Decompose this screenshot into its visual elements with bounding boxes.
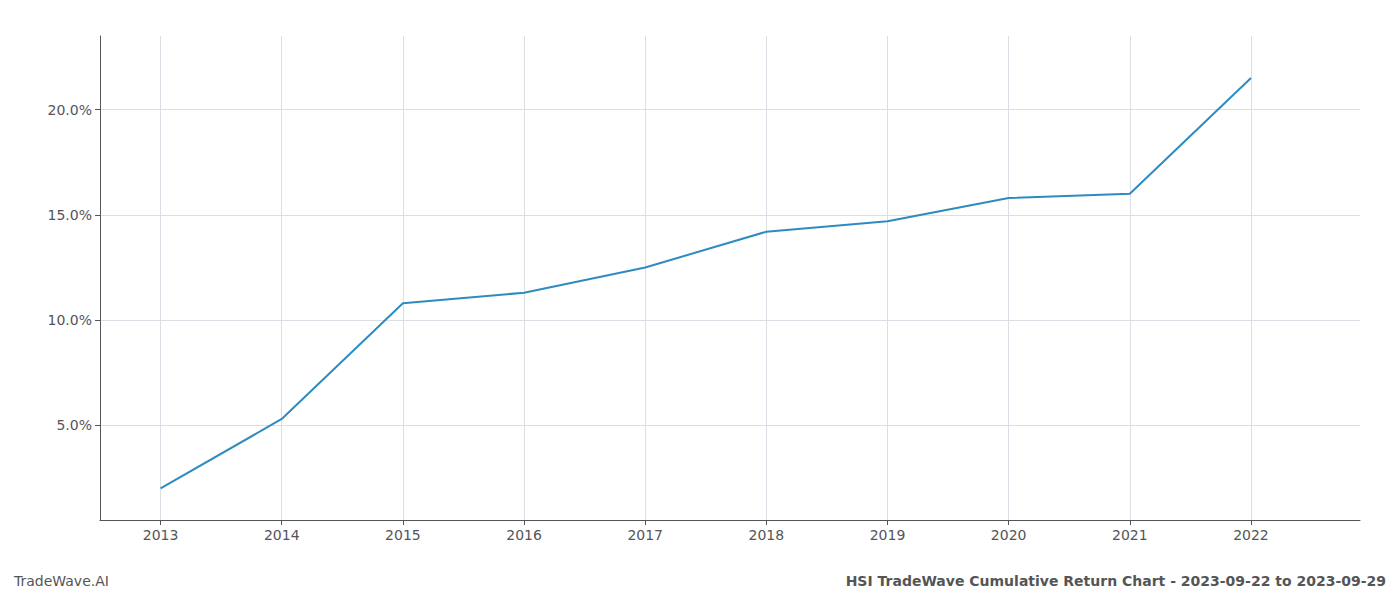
- svg-text:2014: 2014: [264, 527, 300, 543]
- svg-text:2016: 2016: [506, 527, 542, 543]
- svg-text:2019: 2019: [870, 527, 906, 543]
- svg-text:2018: 2018: [749, 527, 785, 543]
- svg-text:2021: 2021: [1112, 527, 1148, 543]
- svg-text:15.0%: 15.0%: [48, 207, 92, 223]
- svg-text:2015: 2015: [385, 527, 421, 543]
- svg-text:TradeWave.AI: TradeWave.AI: [13, 573, 109, 589]
- svg-text:20.0%: 20.0%: [48, 102, 92, 118]
- svg-text:2022: 2022: [1233, 527, 1269, 543]
- svg-text:HSI TradeWave Cumulative Retur: HSI TradeWave Cumulative Return Chart - …: [846, 573, 1386, 589]
- svg-text:2020: 2020: [991, 527, 1027, 543]
- svg-text:5.0%: 5.0%: [56, 417, 92, 433]
- svg-text:10.0%: 10.0%: [48, 312, 92, 328]
- svg-text:2013: 2013: [143, 527, 179, 543]
- svg-text:2017: 2017: [627, 527, 663, 543]
